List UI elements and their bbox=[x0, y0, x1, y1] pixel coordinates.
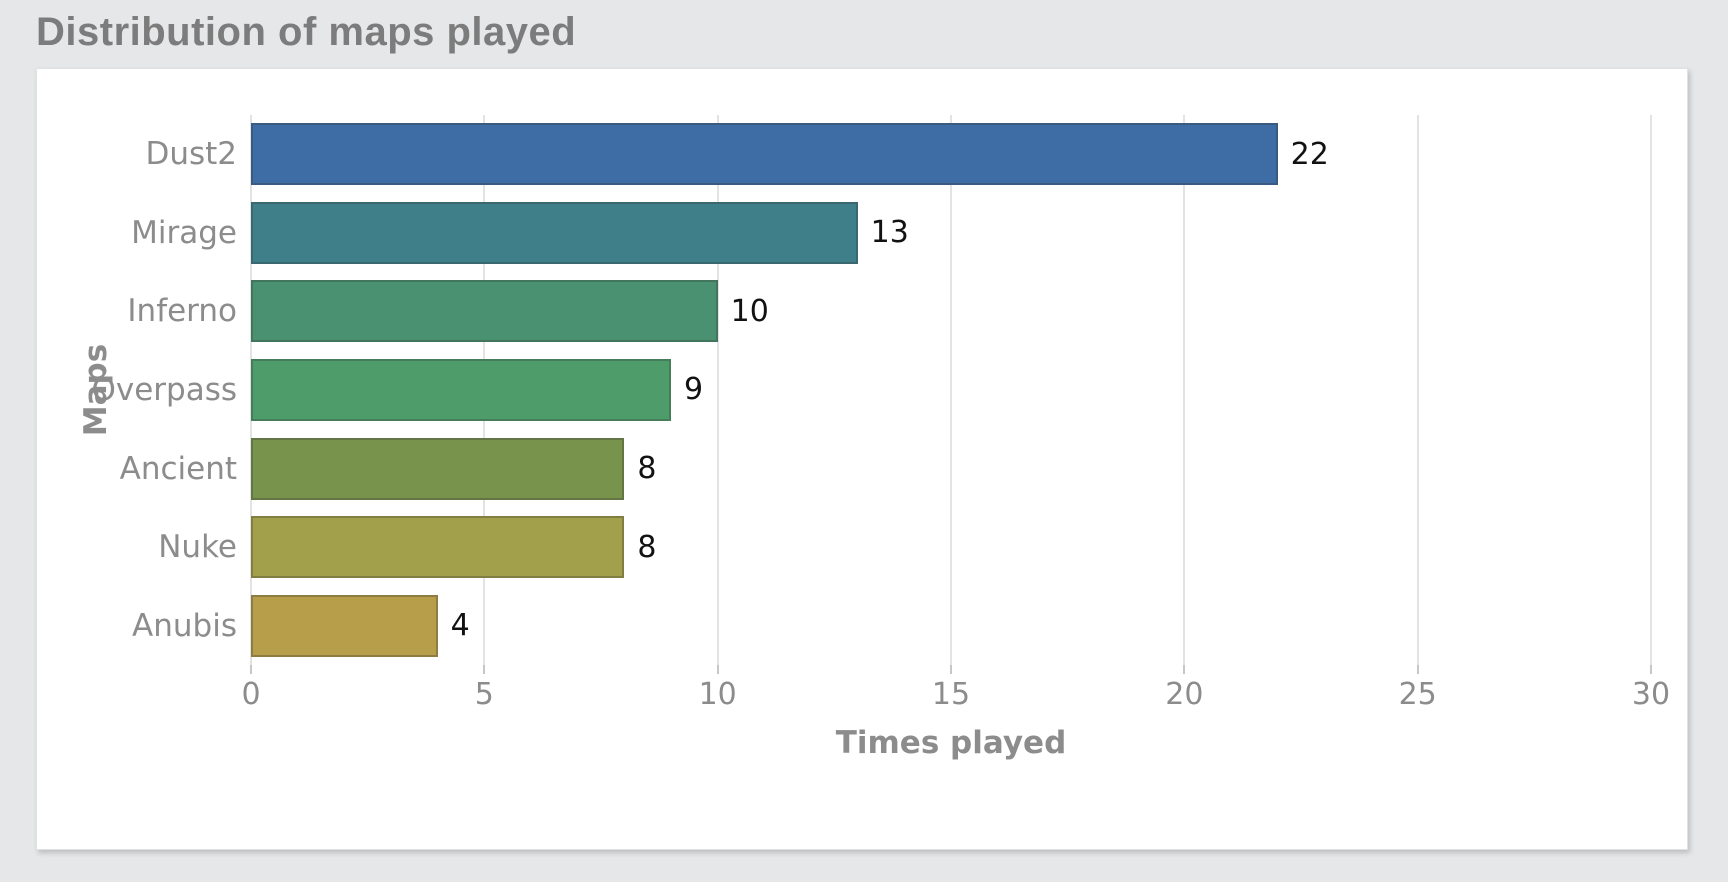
bar-mirage bbox=[251, 201, 858, 264]
bar-value-label: 4 bbox=[450, 608, 470, 644]
x-axis-tick-label: 5 bbox=[474, 677, 494, 712]
y-axis-title: Maps bbox=[78, 343, 114, 437]
bar-row: Overpass 9 bbox=[91, 351, 1651, 430]
plot-area: Dust2 22 Mirage 13 Inferno 10 Overpass 9 Ancient… bbox=[78, 115, 1670, 761]
bar-row: Nuke 8 bbox=[158, 508, 1651, 587]
y-axis-category-label: Overpass bbox=[91, 371, 237, 408]
y-axis-category-label: Inferno bbox=[127, 293, 237, 330]
x-axis-tickmark bbox=[950, 665, 952, 674]
x-axis-tickmark bbox=[1183, 665, 1186, 674]
x-axis-tick-label: 20 bbox=[1165, 677, 1204, 712]
x-axis-tickmark bbox=[250, 665, 252, 674]
x-axis-tick-label: 10 bbox=[698, 677, 737, 712]
x-axis-tick-label: 15 bbox=[931, 677, 971, 712]
bar-ancient bbox=[251, 437, 625, 500]
bar-row: Mirage 13 bbox=[131, 194, 1651, 273]
bar-inferno bbox=[251, 280, 718, 343]
bar-anubis bbox=[251, 594, 438, 657]
x-axis-tickmark bbox=[1416, 665, 1419, 674]
gridline bbox=[950, 115, 952, 665]
bar-row: Ancient 8 bbox=[120, 429, 1651, 508]
y-axis-category-label: Mirage bbox=[131, 214, 237, 251]
x-axis-tickmark bbox=[716, 665, 719, 674]
gridline bbox=[1416, 115, 1419, 665]
x-axis-tickmark bbox=[483, 665, 486, 674]
y-axis-category-label: Nuke bbox=[158, 529, 237, 566]
chart-card: Dust2 22 Mirage 13 Inferno 10 Overpass 9 Ancient… bbox=[36, 68, 1688, 850]
bar-dust2 bbox=[251, 123, 1278, 186]
bar-value-label: 8 bbox=[637, 451, 657, 487]
bar-nuke bbox=[251, 516, 625, 579]
x-axis-tick-label: 25 bbox=[1398, 677, 1437, 712]
bar-value-label: 13 bbox=[870, 215, 909, 251]
x-axis-tick-label: 0 bbox=[241, 677, 261, 712]
x-axis-tickmark bbox=[1650, 665, 1652, 674]
page-title: Distribution of maps played bbox=[36, 10, 577, 54]
bar-row: Dust2 22 bbox=[145, 115, 1651, 194]
y-axis-category-label: Dust2 bbox=[145, 136, 237, 173]
y-axis-category-label: Ancient bbox=[119, 450, 237, 487]
bar-row: Inferno 10 bbox=[127, 272, 1651, 351]
bar-value-label: 8 bbox=[637, 529, 657, 565]
bar-value-label: 9 bbox=[684, 372, 704, 408]
x-axis-title: Times played bbox=[835, 725, 1067, 761]
bar-row: Anubis 4 bbox=[132, 586, 1651, 665]
x-axis-tick-label: 30 bbox=[1631, 677, 1671, 712]
gridline bbox=[1650, 115, 1652, 665]
bar-overpass bbox=[251, 358, 671, 421]
gridline bbox=[1183, 115, 1186, 665]
bar-value-label: 10 bbox=[730, 293, 769, 329]
gridline bbox=[716, 115, 719, 665]
bar-value-label: 22 bbox=[1290, 136, 1329, 172]
y-axis-category-label: Anubis bbox=[132, 607, 237, 644]
